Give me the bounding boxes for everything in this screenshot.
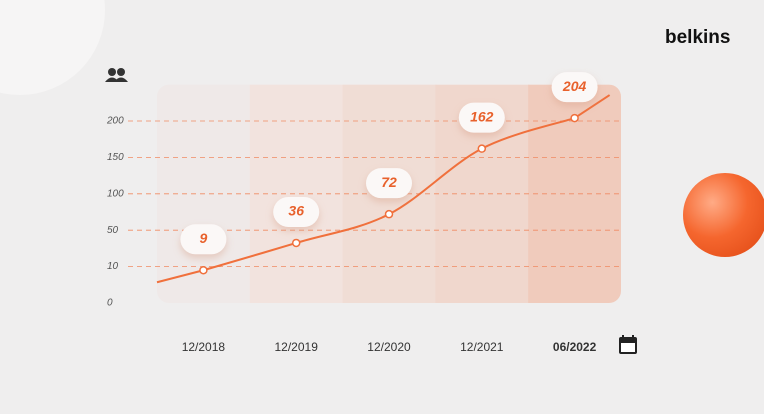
calendar-icon: [619, 335, 637, 354]
x-tick-label: 12/2019: [275, 340, 319, 354]
users-icon: [105, 68, 128, 82]
value-bubble: [458, 102, 505, 133]
x-tick-label: 12/2020: [367, 340, 411, 354]
value-label: 204: [562, 78, 587, 94]
point: [199, 265, 208, 275]
value-label: 162: [470, 108, 494, 124]
x-tick-label: 12/2018: [182, 340, 226, 354]
line-tail: [574, 94, 611, 119]
y-tick-label: 10: [107, 261, 119, 272]
y-tick-label: 100: [107, 188, 124, 199]
value-label: 36: [288, 203, 304, 219]
y-tick-label: 150: [107, 152, 124, 163]
value-label: 9: [200, 230, 208, 246]
line-lead: [156, 269, 204, 284]
value-bubble: [180, 224, 227, 255]
logo: belkins: [665, 27, 730, 48]
plot: 0 10 50 100 150 200 9 12/2018 36 12/2019 72 12/2020…: [106, 72, 621, 354]
x-tick-label: 12/2021: [460, 340, 504, 354]
y-tick-label: 200: [106, 116, 124, 127]
decor-ball: [683, 173, 764, 257]
y-tick-label: 50: [107, 225, 119, 236]
decor-circle: [0, 0, 105, 95]
point: [477, 144, 487, 153]
point: [384, 209, 394, 219]
point: [570, 113, 579, 123]
point: [291, 238, 301, 248]
value-bubble: [551, 72, 598, 103]
x-tick-label: 06/2022: [553, 340, 597, 354]
value-label: 72: [381, 174, 397, 190]
value-bubble: [366, 168, 412, 199]
y-tick-label: 0: [107, 298, 113, 309]
value-bubble: [273, 196, 320, 227]
logo-text: belkins: [665, 27, 730, 48]
